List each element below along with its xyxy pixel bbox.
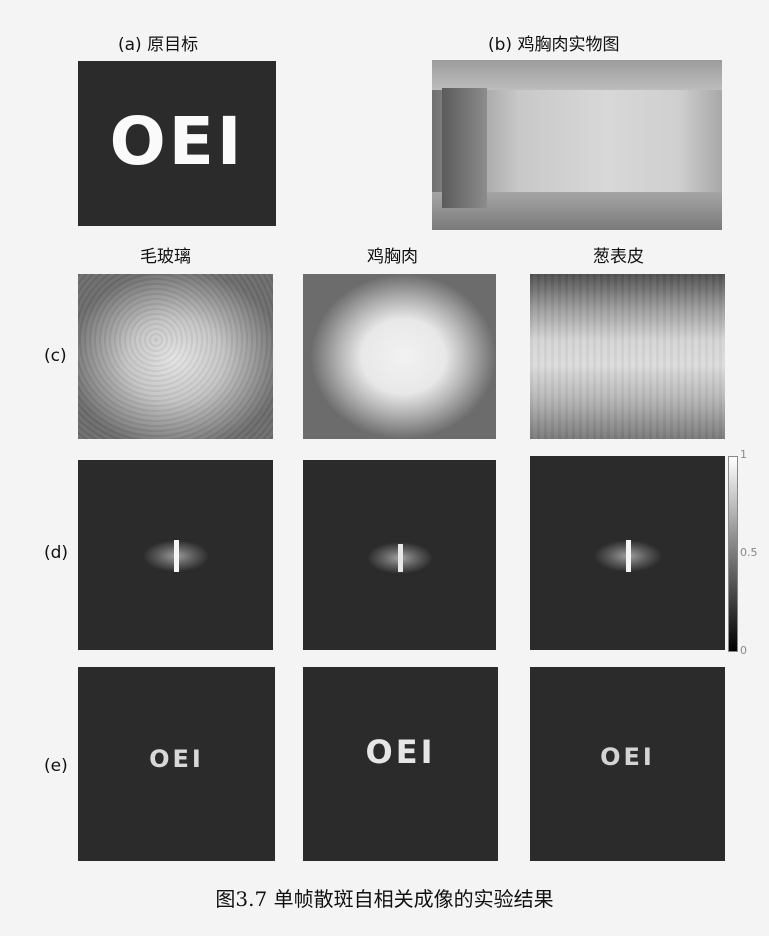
autocorrelation-onion-skin xyxy=(530,456,725,650)
photo-top-strip xyxy=(432,60,722,90)
speckle-chicken-breast xyxy=(303,274,496,439)
column-header-chicken-breast: 鸡胸肉 xyxy=(367,247,418,267)
reconstruction-text: OEI xyxy=(600,743,655,771)
panel-b-title: (b) 鸡胸肉实物图 xyxy=(488,35,620,55)
chicken-breast-photo xyxy=(432,60,722,230)
speckle-texture xyxy=(530,274,725,439)
speckle-ground-glass xyxy=(78,274,273,439)
colorbar xyxy=(728,456,738,652)
figure-caption: 图3.7 单帧散斑自相关成像的实验结果 xyxy=(215,887,554,911)
colorbar-mid-label: 0.5 xyxy=(740,546,758,559)
autocorrelation-chicken-breast xyxy=(303,460,496,650)
reconstruction-onion-skin: OEI xyxy=(530,667,725,861)
autocorrelation-peak xyxy=(174,540,179,572)
column-header-ground-glass: 毛玻璃 xyxy=(140,247,191,267)
original-target-image: OEI xyxy=(78,61,276,226)
reconstruction-chicken-breast: OEI xyxy=(303,667,498,861)
photo-left-shadow xyxy=(442,88,487,208)
row-label-e: (e) xyxy=(44,756,68,776)
colorbar-max-label: 1 xyxy=(740,448,747,461)
autocorrelation-ground-glass xyxy=(78,460,273,650)
panel-a-title: (a) 原目标 xyxy=(118,35,199,55)
target-text: OEI xyxy=(109,103,245,180)
row-label-c: (c) xyxy=(44,346,67,366)
autocorrelation-peak xyxy=(626,540,631,572)
row-label-d: (d) xyxy=(44,543,69,563)
colorbar-min-label: 0 xyxy=(740,644,747,657)
speckle-texture xyxy=(78,274,273,439)
reconstruction-ground-glass: OEI xyxy=(78,667,275,861)
column-header-onion-skin: 葱表皮 xyxy=(593,247,644,267)
reconstruction-text: OEI xyxy=(365,733,436,771)
autocorrelation-peak xyxy=(398,544,403,572)
speckle-onion-skin xyxy=(530,274,725,439)
reconstruction-text: OEI xyxy=(149,745,204,773)
